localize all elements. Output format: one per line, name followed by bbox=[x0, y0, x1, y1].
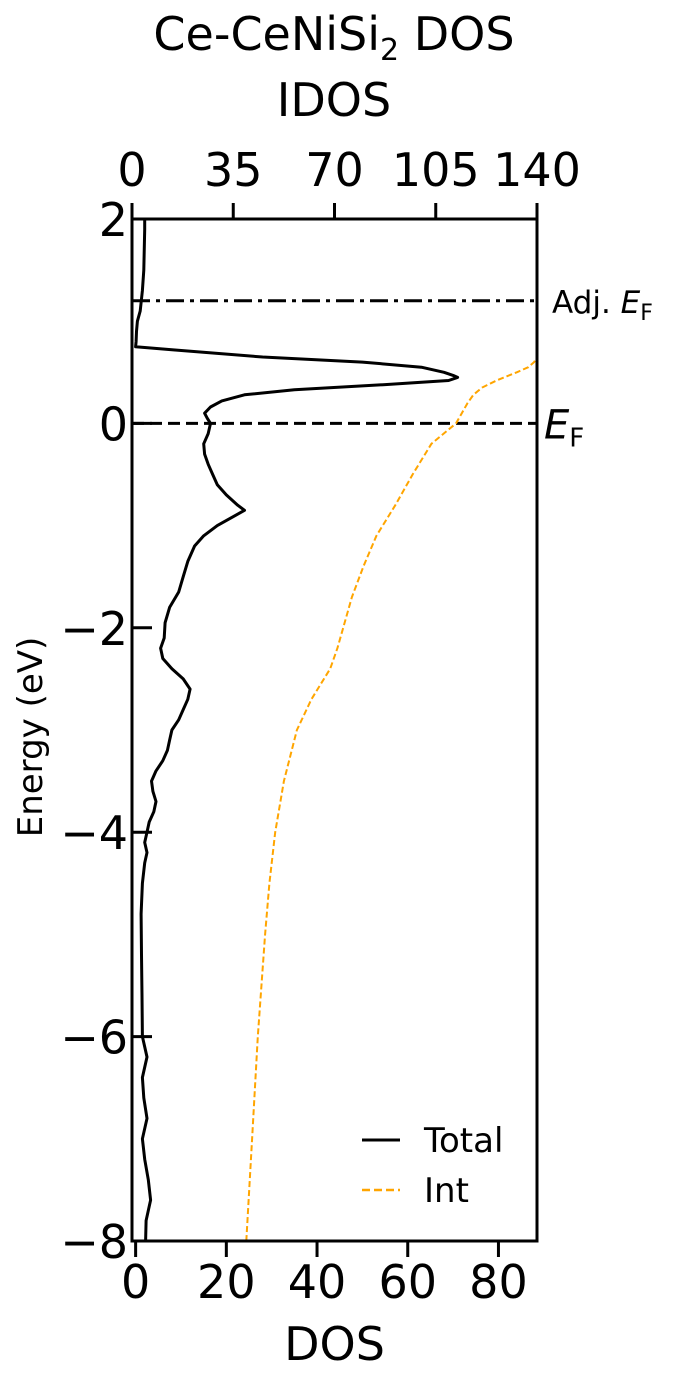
fermi-annotations: EF Adj. EF bbox=[544, 285, 653, 454]
y-tick-label: −8 bbox=[60, 1215, 128, 1269]
top-axis-label: IDOS bbox=[277, 73, 391, 127]
top-x-tick-label: 0 bbox=[117, 143, 146, 197]
top-x-tick-label: 35 bbox=[204, 143, 263, 197]
title-text: Ce-CeNiSi2 DOS bbox=[153, 7, 514, 68]
chart-title: Ce-CeNiSi2 DOS bbox=[153, 7, 514, 68]
x-axis-label: DOS bbox=[284, 1317, 385, 1371]
plot-frame bbox=[130, 217, 539, 1243]
y-axis-label: Energy (eV) bbox=[11, 637, 51, 838]
legend-label: Total bbox=[423, 1121, 503, 1161]
top-x-tick-label: 70 bbox=[305, 143, 364, 197]
series-int-line bbox=[245, 219, 538, 1242]
x-tick-label: 60 bbox=[378, 1255, 437, 1309]
series-total-line bbox=[134, 219, 460, 1242]
legend-label: Int bbox=[424, 1171, 469, 1211]
plot-area bbox=[132, 219, 538, 1242]
fermi-label: EF bbox=[544, 402, 584, 453]
top-x-tick-label: 140 bbox=[493, 143, 581, 197]
y-tick-label: −6 bbox=[60, 1011, 128, 1065]
top-xlabel: IDOS bbox=[277, 73, 391, 127]
x-tick-label: 80 bbox=[469, 1255, 528, 1309]
y-tick-label: 2 bbox=[99, 193, 128, 247]
legend: Total Int bbox=[362, 1121, 503, 1211]
adj-fermi-label: Adj. EF bbox=[552, 285, 653, 326]
y-tick-label: −4 bbox=[60, 806, 128, 860]
y-tick-label: 0 bbox=[99, 397, 128, 451]
top-x-tick-label: 105 bbox=[392, 143, 480, 197]
x-tick-label: 0 bbox=[121, 1255, 150, 1309]
x-tick-label: 40 bbox=[288, 1255, 347, 1309]
y-tick-label: −2 bbox=[60, 602, 128, 656]
x-tick-label: 20 bbox=[197, 1255, 256, 1309]
